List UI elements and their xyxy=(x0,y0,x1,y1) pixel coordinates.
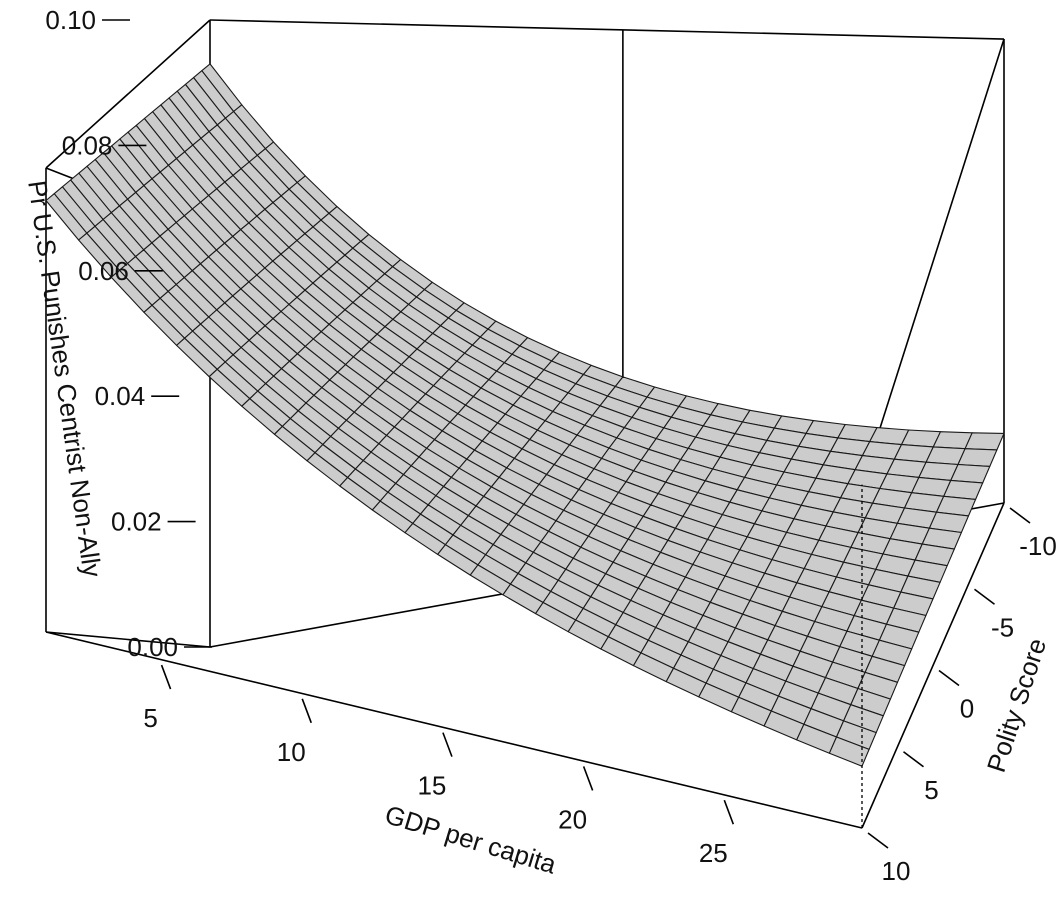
y-tick-label: -5 xyxy=(991,612,1014,642)
surface-mesh xyxy=(45,63,1005,767)
surface-facet xyxy=(950,463,991,484)
y-tick-label: 0 xyxy=(960,694,974,724)
y-tick-mark xyxy=(867,832,889,849)
x-tick-label: 15 xyxy=(417,771,446,801)
y-tick-mark xyxy=(974,588,995,605)
surface-facet xyxy=(964,432,1005,451)
x-tick-mark xyxy=(442,732,453,757)
x-axis-label: GDP per capita xyxy=(381,799,560,880)
y-tick-mark xyxy=(903,751,924,768)
box-edge-right-top xyxy=(861,38,1005,485)
x-tick-label: 25 xyxy=(699,838,728,868)
z-tick-label: 0.04 xyxy=(95,381,146,411)
x-tick-mark xyxy=(160,664,172,690)
x-tick-mark xyxy=(723,799,735,825)
box-edge-back-top xyxy=(209,19,1005,40)
y-tick-label: 10 xyxy=(882,856,911,886)
z-tick-label: 0.00 xyxy=(127,632,178,662)
box-edge-left-top xyxy=(45,19,211,169)
x-axis: 5 10 15 20 25 xyxy=(143,664,735,868)
x-tick-label: 5 xyxy=(143,703,157,733)
z-tick-label: 0.06 xyxy=(78,256,129,286)
y-axis: -10 -5 0 5 10 xyxy=(867,507,1057,886)
x-tick-mark xyxy=(301,698,312,724)
box-edge-front-bottom xyxy=(45,631,863,829)
surface-facet xyxy=(957,448,998,467)
y-tick-mark xyxy=(938,669,960,687)
x-tick-mark xyxy=(582,766,594,791)
box-edge-right-bottom xyxy=(861,502,1005,829)
y-tick-label: -10 xyxy=(1019,531,1057,561)
plot-box-front xyxy=(45,484,1005,829)
box-edge-left-bottom xyxy=(45,631,211,648)
x-tick-label: 20 xyxy=(558,804,587,834)
y-tick-label: 5 xyxy=(924,775,938,805)
y-axis-label: Polity Score xyxy=(981,635,1052,776)
z-tick-label: 0.10 xyxy=(45,5,96,35)
z-tick-label: 0.02 xyxy=(111,507,162,537)
x-tick-label: 10 xyxy=(277,737,306,767)
z-tick-label: 0.08 xyxy=(62,130,113,160)
y-tick-mark xyxy=(1009,507,1031,524)
z-axis: 0.00 0.02 0.04 0.06 0.08 0.10 xyxy=(45,5,212,662)
